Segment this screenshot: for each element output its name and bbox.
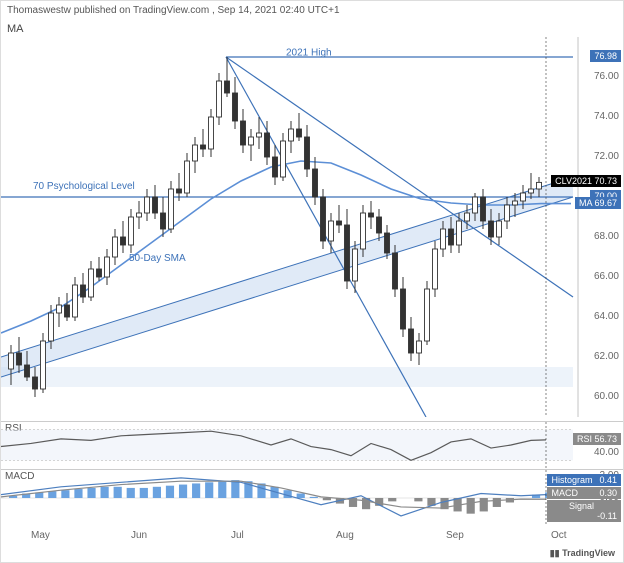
price-ytick: 62.00: [594, 351, 619, 362]
price-panel[interactable]: 2021 High 70 Psychological Level 50-Day SM…: [1, 37, 623, 417]
price-badge: CLV2021 70.73: [551, 175, 621, 187]
time-tick: Aug: [336, 530, 354, 541]
price-badge: 76.98: [590, 50, 621, 62]
time-tick: Jun: [131, 530, 147, 541]
time-axis: May Jun Jul Aug Sep Oct: [1, 528, 623, 546]
price-badge: MA 69.67: [575, 197, 621, 209]
chart-header: Thomaswestw published on TradingView.com…: [7, 5, 340, 16]
price-y-axis: 60.0062.0064.0066.0068.0070.0072.0074.00…: [577, 37, 623, 417]
timestamp: Sep 14, 2021 02:40 UTC+1: [218, 5, 340, 16]
time-tick: Sep: [446, 530, 464, 541]
price-ytick: 76.00: [594, 71, 619, 82]
rsi-svg: [1, 422, 579, 468]
time-tick: May: [31, 530, 50, 541]
macd-panel[interactable]: MACD 2.000.00-2.00Histogram0.41MACD0.30S…: [1, 469, 623, 525]
svg-text:70 Psychological Level: 70 Psychological Level: [33, 181, 135, 192]
time-tick: Oct: [551, 530, 567, 541]
price-ytick: 66.00: [594, 271, 619, 282]
price-chart-svg: 2021 High 70 Psychological Level 50-Day SM…: [1, 37, 579, 417]
macd-badge: Signal-0.11: [547, 500, 621, 522]
svg-text:2021 High: 2021 High: [286, 47, 332, 58]
price-ytick: 72.00: [594, 151, 619, 162]
rsi-panel[interactable]: RSI 40.00RSI 56.73: [1, 421, 623, 467]
rsi-badge: RSI 56.73: [573, 433, 621, 445]
macd-badge: MACD0.30: [547, 487, 621, 499]
footer-brand: ▮▮ TradingView: [550, 548, 615, 559]
price-ytick: 60.00: [594, 391, 619, 402]
rsi-y-axis: 40.00RSI 56.73: [577, 422, 623, 467]
macd-badge: Histogram0.41: [547, 474, 621, 486]
price-ytick: 74.00: [594, 111, 619, 122]
chart-container: Thomaswestw published on TradingView.com…: [0, 0, 624, 563]
platform: TradingView.com: [133, 5, 209, 16]
time-tick: Jul: [231, 530, 244, 541]
price-ytick: 64.00: [594, 311, 619, 322]
ma-top-label: MA: [7, 23, 24, 35]
author: Thomaswestw: [7, 5, 71, 16]
macd-svg: [1, 470, 579, 526]
svg-text:50-Day SMA: 50-Day SMA: [129, 253, 186, 264]
price-ytick: 68.00: [594, 231, 619, 242]
macd-y-axis: 2.000.00-2.00Histogram0.41MACD0.30Signal…: [577, 470, 623, 525]
